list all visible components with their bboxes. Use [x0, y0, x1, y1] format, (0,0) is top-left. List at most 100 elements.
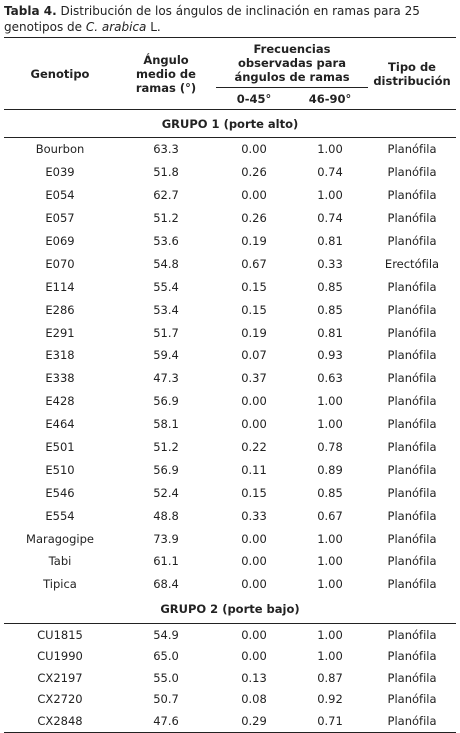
- cell: 0.85: [317, 485, 343, 500]
- header-cell: Frecuencias observadas para ángulos de r…: [216, 37, 369, 88]
- cell: Planófila: [387, 234, 437, 248]
- cell: E464: [45, 417, 75, 432]
- cell: E039: [45, 165, 75, 180]
- cell: 51.2: [153, 211, 179, 226]
- cell: 56.9: [153, 394, 179, 409]
- cell: Planófila: [387, 649, 437, 664]
- group-title: GRUPO 1 (porte alto): [4, 109, 457, 138]
- data-row: E039 51.8 0.26 0.74 Planófila: [4, 161, 456, 184]
- cell: 59.4: [153, 348, 179, 363]
- caption-suffix: L.: [150, 20, 161, 34]
- cell: 0.00: [241, 188, 267, 203]
- cell: Bourbon: [35, 142, 85, 157]
- header-cell: Genotipo: [4, 37, 116, 110]
- cell: 51.7: [153, 325, 179, 340]
- cell: Planófila: [387, 577, 437, 592]
- header-cell: 46-90°: [292, 87, 369, 110]
- cell: 53.6: [153, 234, 179, 248]
- data-row: E054 62.7 0.00 1.00 Planófila: [4, 184, 456, 207]
- cell: 56.9: [153, 462, 179, 477]
- cell: 47.6: [116, 710, 216, 733]
- cell: 62.7: [153, 188, 179, 203]
- cell: Planófila: [387, 302, 437, 317]
- data-row: Maragogipe 73.9 0.00 1.00 Planófila: [4, 527, 456, 550]
- cell: 51.2: [153, 440, 179, 455]
- cell: 51.8: [153, 165, 179, 180]
- cell: 1.00: [317, 394, 343, 409]
- cell: Planófila: [387, 417, 437, 432]
- cell: 0.87: [317, 670, 343, 685]
- cell: 1.00: [317, 531, 343, 546]
- data-row: E114 55.4 0.15 0.85 Planófila: [4, 275, 456, 298]
- cell: 0.81: [317, 234, 343, 248]
- header-row: 0-45° 46-90°: [4, 87, 456, 110]
- cell: CX2197: [37, 670, 83, 685]
- data-row: Bourbon 63.3 0.00 1.00 Planófila: [4, 138, 456, 161]
- cell: Planófila: [387, 165, 437, 180]
- cell: 1.00: [317, 188, 343, 203]
- cell: 54.8: [153, 256, 179, 271]
- cell: 58.1: [153, 417, 179, 432]
- group-title: GRUPO 2 (porte bajo): [4, 595, 457, 624]
- cell: 0.08: [241, 692, 267, 707]
- cell: Erectófila: [384, 256, 440, 271]
- cell: 0.37: [241, 371, 267, 386]
- cell: 65.0: [153, 649, 179, 664]
- data-row: Tabi 61.1 0.00 1.00 Planófila: [4, 550, 456, 573]
- cell: E291: [45, 325, 75, 340]
- cell: 0.11: [241, 462, 267, 477]
- cell: Planófila: [387, 188, 437, 203]
- cell: 1.00: [317, 577, 343, 592]
- cell: E070: [45, 256, 75, 271]
- data-table: Genotipo Ángulo medio de ramas (°) Frecu…: [4, 37, 457, 733]
- data-row: E501 51.2 0.22 0.78 Planófila: [4, 436, 456, 459]
- cell: E057: [45, 211, 75, 226]
- cell: Planófila: [387, 325, 437, 340]
- cell: 0.71: [292, 710, 369, 733]
- cell: 0.81: [317, 325, 343, 340]
- cell: 0.67: [241, 256, 267, 271]
- cell: Planófila: [387, 348, 437, 363]
- cell: 68.4: [153, 577, 179, 592]
- table-body: GRUPO 1 (porte alto) Bourbon 63.3 0.00 1.00 P…: [4, 109, 457, 733]
- data-row: E070 54.8 0.67 0.33 Erectófila: [4, 252, 456, 275]
- page: {"caption":{"label":"Tabla 4.","text":"D…: [4, 3, 457, 733]
- data-row: CU1815 54.9 0.00 1.00 Planófila: [4, 623, 456, 645]
- cell: Planófila: [387, 485, 437, 500]
- cell: 0.15: [241, 485, 267, 500]
- cell: Planófila: [387, 440, 437, 455]
- cell: 55.0: [153, 670, 179, 685]
- cell: 48.8: [153, 508, 179, 523]
- cell: 1.00: [317, 554, 343, 569]
- cell: 0.74: [317, 165, 343, 180]
- cell: 1.00: [317, 649, 343, 664]
- cell: Planófila: [387, 554, 437, 569]
- cell: 1.00: [317, 417, 343, 432]
- cell: 0.13: [241, 670, 267, 685]
- caption: Tabla 4. Distribución de los ángulos de …: [4, 3, 456, 35]
- cell: 0.26: [241, 165, 267, 180]
- caption-species: C. arabica: [85, 20, 147, 34]
- cell: 53.4: [153, 302, 179, 317]
- cell: 63.3: [153, 142, 179, 157]
- data-row: E510 56.9 0.11 0.89 Planófila: [4, 458, 456, 481]
- cell: 0.85: [317, 302, 343, 317]
- cell: 0.00: [241, 649, 267, 664]
- cell: 0.07: [241, 348, 267, 363]
- page-body: Tabla 4. Distribución de los ángulos de …: [4, 3, 457, 733]
- cell: 0.85: [317, 279, 343, 294]
- group-row: GRUPO 1 (porte alto): [4, 109, 457, 138]
- cell: 0.00: [241, 627, 267, 642]
- data-row: E428 56.9 0.00 1.00 Planófila: [4, 390, 456, 413]
- cell: Planófila: [368, 710, 457, 733]
- cell: E510: [45, 462, 75, 477]
- cell: 0.93: [317, 348, 343, 363]
- data-row: CX2848 47.6 0.29 0.71 Planófila: [4, 710, 457, 733]
- data-row: E546 52.4 0.15 0.85 Planófila: [4, 481, 456, 504]
- data-row: CU1990 65.0 0.00 1.00 Planófila: [4, 645, 456, 667]
- cell: Planófila: [387, 531, 437, 546]
- cell: 50.7: [153, 692, 179, 707]
- cell: 0.00: [241, 554, 267, 569]
- cell: E546: [45, 485, 75, 500]
- group-row: GRUPO 2 (porte bajo): [4, 595, 457, 624]
